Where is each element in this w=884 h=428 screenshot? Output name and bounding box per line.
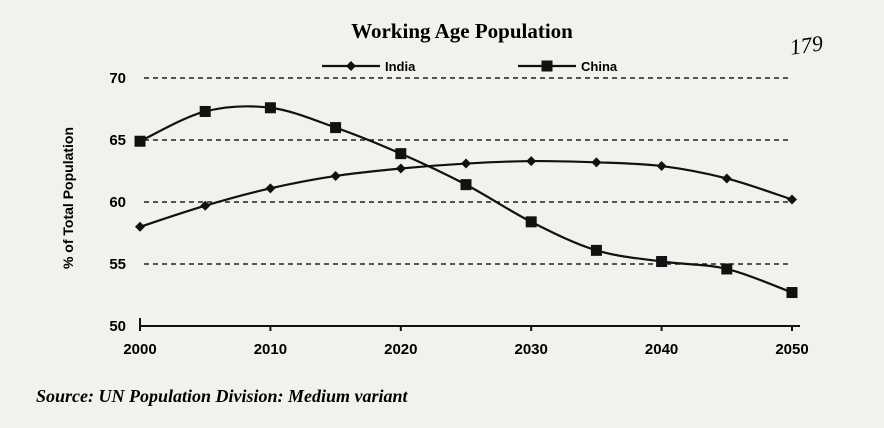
legend-item-china: China (518, 59, 618, 74)
series-china (134, 102, 798, 299)
point-china-2045 (721, 263, 733, 275)
handwritten-page-number: 179 (788, 30, 824, 59)
point-india-2015 (330, 170, 341, 181)
point-china-2010 (264, 102, 276, 114)
legend-label-china: China (581, 59, 618, 74)
y-tick-60: 60 (109, 194, 126, 211)
point-china-2005 (199, 105, 211, 117)
y-axis-label: % of Total Population (60, 127, 76, 269)
point-india-2020 (395, 163, 406, 174)
x-tick-labels: 2000 2010 2020 2030 2040 2050 (123, 341, 808, 358)
chart-title: Working Age Population (351, 19, 573, 43)
y-tick-55: 55 (109, 256, 126, 273)
point-india-2005 (200, 200, 211, 211)
point-china-2025 (460, 179, 472, 191)
point-india-2035 (591, 157, 602, 168)
series-layer (134, 102, 798, 299)
source-note: Source: UN Population Division: Medium v… (36, 386, 409, 406)
point-india-2030 (526, 156, 537, 167)
y-tick-labels: 50 55 60 65 70 (109, 70, 126, 335)
point-china-2050 (786, 287, 798, 299)
x-tick-2050: 2050 (775, 341, 808, 358)
point-china-2030 (525, 216, 537, 228)
point-china-2020 (395, 148, 407, 160)
gridlines (144, 77, 792, 265)
legend-item-india: India (322, 59, 416, 74)
point-india-2050 (787, 194, 797, 205)
point-india-2025 (461, 158, 471, 169)
legend-marker-india (346, 61, 356, 71)
point-india-2000 (135, 221, 145, 232)
x-tick-2000: 2000 (123, 341, 156, 358)
legend-label-india: India (385, 59, 416, 74)
x-tick-2010: 2010 (254, 341, 287, 358)
axes (139, 318, 800, 331)
x-tick-2020: 2020 (384, 341, 417, 358)
y-tick-70: 70 (109, 70, 126, 87)
point-china-2035 (590, 244, 602, 256)
legend: India China (322, 59, 618, 74)
legend-marker-china (541, 60, 553, 72)
point-china-2015 (330, 122, 342, 134)
y-tick-50: 50 (109, 318, 126, 335)
point-india-2040 (656, 161, 667, 172)
y-tick-65: 65 (109, 132, 126, 149)
x-tick-2040: 2040 (645, 341, 678, 358)
point-china-2000 (134, 135, 146, 147)
point-india-2045 (721, 173, 732, 184)
point-china-2040 (656, 256, 668, 268)
series-india (135, 156, 797, 232)
point-india-2010 (265, 183, 276, 194)
x-tick-2030: 2030 (515, 341, 548, 358)
series-line-india (139, 159, 793, 228)
